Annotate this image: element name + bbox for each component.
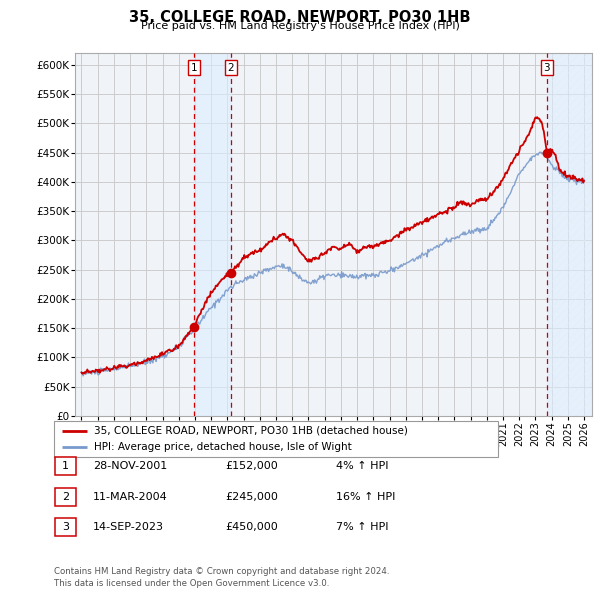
FancyBboxPatch shape <box>54 421 498 457</box>
Text: 1: 1 <box>62 461 69 471</box>
Text: £152,000: £152,000 <box>225 461 278 471</box>
Text: 3: 3 <box>62 523 69 532</box>
Text: 11-MAR-2004: 11-MAR-2004 <box>93 492 168 502</box>
Text: Contains HM Land Registry data © Crown copyright and database right 2024.
This d: Contains HM Land Registry data © Crown c… <box>54 567 389 588</box>
Text: HPI: Average price, detached house, Isle of Wight: HPI: Average price, detached house, Isle… <box>94 442 352 453</box>
Text: 3: 3 <box>544 63 550 73</box>
Text: 4% ↑ HPI: 4% ↑ HPI <box>336 461 389 471</box>
Text: 16% ↑ HPI: 16% ↑ HPI <box>336 492 395 502</box>
Text: 35, COLLEGE ROAD, NEWPORT, PO30 1HB: 35, COLLEGE ROAD, NEWPORT, PO30 1HB <box>129 10 471 25</box>
Bar <box>547 53 592 416</box>
Text: £450,000: £450,000 <box>225 523 278 532</box>
Bar <box>194 53 230 416</box>
Text: 28-NOV-2001: 28-NOV-2001 <box>93 461 167 471</box>
Text: 35, COLLEGE ROAD, NEWPORT, PO30 1HB (detached house): 35, COLLEGE ROAD, NEWPORT, PO30 1HB (det… <box>94 425 408 435</box>
Text: Price paid vs. HM Land Registry's House Price Index (HPI): Price paid vs. HM Land Registry's House … <box>140 21 460 31</box>
Text: 14-SEP-2023: 14-SEP-2023 <box>93 523 164 532</box>
Text: 2: 2 <box>227 63 234 73</box>
Text: 1: 1 <box>190 63 197 73</box>
Text: 2: 2 <box>62 492 69 502</box>
Text: £245,000: £245,000 <box>225 492 278 502</box>
Text: 7% ↑ HPI: 7% ↑ HPI <box>336 523 389 532</box>
